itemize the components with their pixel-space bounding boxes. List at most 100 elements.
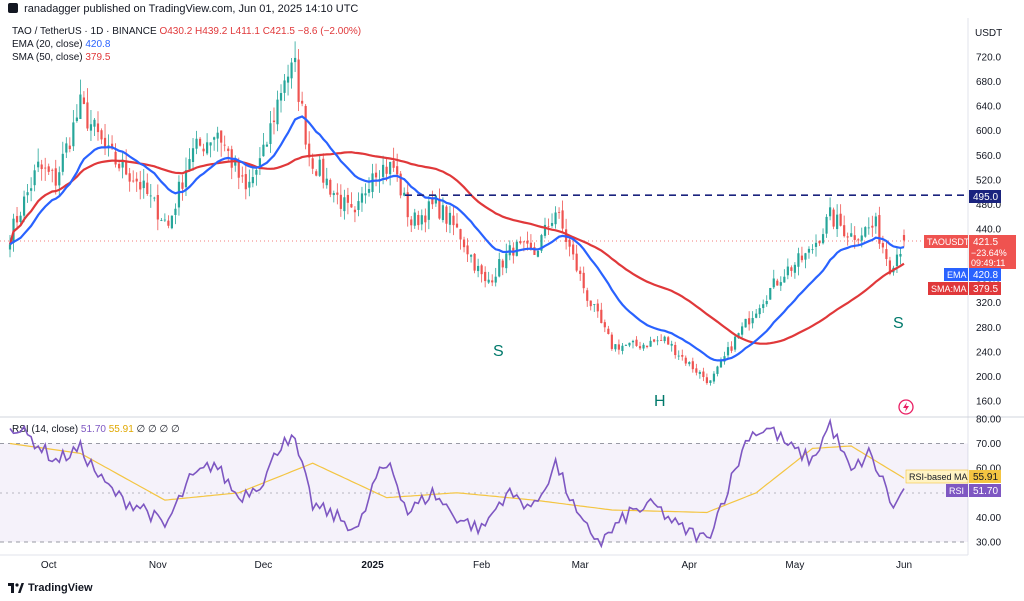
candle-body[interactable] <box>469 255 473 257</box>
candle-body[interactable] <box>269 123 272 145</box>
candle-body[interactable] <box>864 227 867 237</box>
candle-body[interactable] <box>596 303 599 312</box>
candle-body[interactable] <box>191 148 195 162</box>
candle-body[interactable] <box>385 166 388 174</box>
candle-body[interactable] <box>617 344 620 350</box>
candle-body[interactable] <box>315 171 318 176</box>
candle-body[interactable] <box>40 164 43 170</box>
candle-body[interactable] <box>61 153 64 172</box>
candle-body[interactable] <box>294 57 297 63</box>
candle-body[interactable] <box>332 193 335 196</box>
candle-body[interactable] <box>645 345 649 348</box>
candle-body[interactable] <box>769 288 772 300</box>
candle-body[interactable] <box>843 225 846 237</box>
candle-body[interactable] <box>871 225 874 228</box>
candle-body[interactable] <box>515 241 518 256</box>
candle-body[interactable] <box>325 178 328 186</box>
candle-body[interactable] <box>839 213 842 226</box>
currency-label[interactable]: USDT <box>975 28 1002 39</box>
candle-body[interactable] <box>227 148 230 151</box>
candle-body[interactable] <box>579 270 582 274</box>
candle-body[interactable] <box>121 159 124 168</box>
candle-body[interactable] <box>902 235 906 241</box>
candle-body[interactable] <box>110 143 114 149</box>
candle-body[interactable] <box>681 355 684 357</box>
candle-body[interactable] <box>832 209 835 227</box>
candle-body[interactable] <box>899 253 902 257</box>
lightning-icon[interactable] <box>898 399 914 415</box>
candle-body[interactable] <box>888 260 892 274</box>
candle-body[interactable] <box>695 368 698 373</box>
candle-body[interactable] <box>800 255 804 261</box>
candle-body[interactable] <box>128 173 131 182</box>
candle-body[interactable] <box>434 195 437 204</box>
candle-body[interactable] <box>501 260 504 268</box>
candle-body[interactable] <box>522 241 525 243</box>
candle-body[interactable] <box>670 343 673 346</box>
candle-body[interactable] <box>536 250 540 257</box>
candle-body[interactable] <box>726 347 730 356</box>
candle-body[interactable] <box>15 216 19 223</box>
sma-legend[interactable]: SMA (50, close) 379.5 <box>12 52 110 63</box>
candle-body[interactable] <box>167 220 170 226</box>
candle-body[interactable] <box>427 201 430 220</box>
candle-body[interactable] <box>762 304 765 309</box>
price-axis[interactable]: 160.0200.0240.0280.0320.0360.0400.0440.0… <box>976 53 1001 408</box>
candle-body[interactable] <box>466 245 469 255</box>
candle-body[interactable] <box>624 345 628 346</box>
candle-body[interactable] <box>836 214 839 230</box>
candle-body[interactable] <box>374 172 378 178</box>
candle-body[interactable] <box>719 360 723 368</box>
candle-body[interactable] <box>480 265 483 275</box>
candle-body[interactable] <box>853 235 856 240</box>
candle-body[interactable] <box>716 366 719 374</box>
candle-body[interactable] <box>301 100 304 104</box>
candle-body[interactable] <box>174 208 177 215</box>
candle-body[interactable] <box>125 161 128 175</box>
candle-body[interactable] <box>895 254 899 267</box>
candle-body[interactable] <box>459 229 462 240</box>
candle-body[interactable] <box>8 244 12 250</box>
candle-body[interactable] <box>455 223 459 228</box>
candle-body[interactable] <box>107 145 110 147</box>
candle-body[interactable] <box>498 259 501 277</box>
candle-body[interactable] <box>44 167 47 169</box>
candle-body[interactable] <box>371 173 374 192</box>
candle-body[interactable] <box>758 308 761 315</box>
candle-body[interactable] <box>410 219 413 226</box>
candle-body[interactable] <box>603 322 606 328</box>
candle-body[interactable] <box>702 371 705 378</box>
candle-body[interactable] <box>184 170 188 188</box>
candle-body[interactable] <box>234 159 237 166</box>
candle-body[interactable] <box>730 346 733 351</box>
candle-body[interactable] <box>206 142 209 154</box>
candle-body[interactable] <box>195 138 198 149</box>
candle-body[interactable] <box>751 317 754 324</box>
candle-body[interactable] <box>364 193 367 196</box>
candle-body[interactable] <box>610 334 613 349</box>
candle-body[interactable] <box>396 166 399 175</box>
candle-body[interactable] <box>33 170 36 186</box>
candle-body[interactable] <box>290 62 293 79</box>
candle-body[interactable] <box>677 355 680 357</box>
candle-body[interactable] <box>748 318 751 325</box>
candle-body[interactable] <box>663 336 666 342</box>
candle-body[interactable] <box>417 214 420 226</box>
candle-body[interactable] <box>811 249 814 251</box>
candle-body[interactable] <box>477 265 480 272</box>
candle-body[interactable] <box>139 181 142 190</box>
candle-body[interactable] <box>65 143 68 153</box>
candle-body[interactable] <box>26 192 29 196</box>
candle-body[interactable] <box>399 173 402 196</box>
candle-body[interactable] <box>156 195 159 220</box>
time-axis[interactable]: Oct Nov Dec 2025 Feb Mar Apr May Jun <box>41 560 912 571</box>
candle-body[interactable] <box>631 340 635 343</box>
candle-body[interactable] <box>818 240 821 244</box>
candle-body[interactable] <box>406 192 409 218</box>
candle-body[interactable] <box>367 189 371 193</box>
candle-body[interactable] <box>561 210 564 229</box>
candle-body[interactable] <box>311 158 314 169</box>
candle-body[interactable] <box>346 194 349 203</box>
candle-body[interactable] <box>779 282 782 286</box>
candle-body[interactable] <box>828 207 832 217</box>
